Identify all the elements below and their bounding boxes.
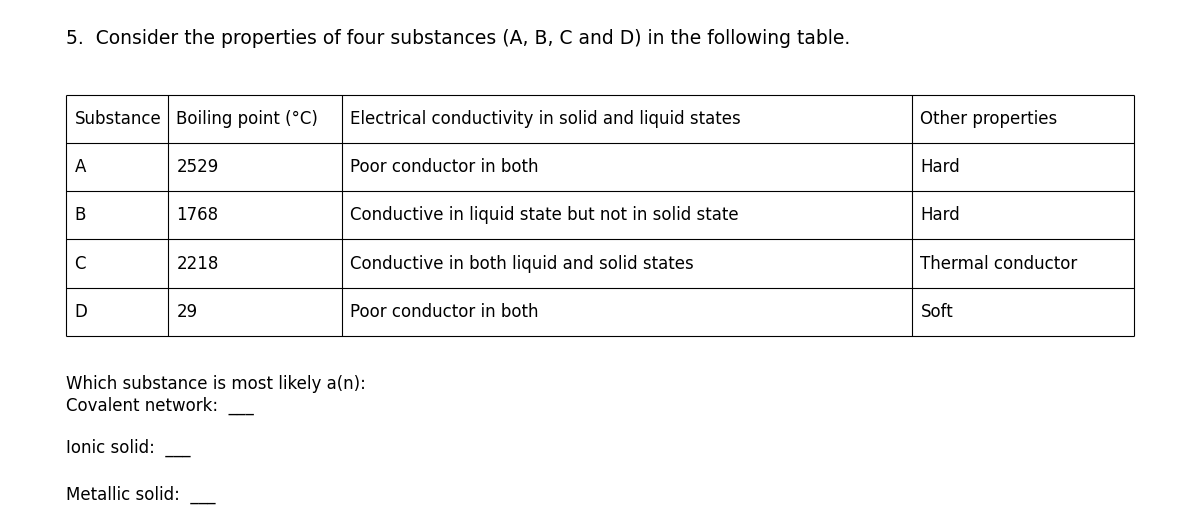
Text: Hard: Hard (920, 158, 960, 176)
Text: A: A (74, 158, 85, 176)
Text: Soft: Soft (920, 303, 953, 321)
Text: C: C (74, 255, 86, 272)
Text: Substance: Substance (74, 110, 161, 128)
Text: B: B (74, 206, 85, 224)
Text: Covalent network:  ___: Covalent network: ___ (66, 396, 253, 415)
Text: 2529: 2529 (176, 158, 218, 176)
Text: Thermal conductor: Thermal conductor (920, 255, 1078, 272)
Text: Electrical conductivity in solid and liquid states: Electrical conductivity in solid and liq… (350, 110, 742, 128)
Text: Hard: Hard (920, 206, 960, 224)
Text: 5.  Consider the properties of four substances (A, B, C and D) in the following : 5. Consider the properties of four subst… (66, 29, 851, 48)
Text: 1768: 1768 (176, 206, 218, 224)
Text: Poor conductor in both: Poor conductor in both (350, 158, 539, 176)
Text: Boiling point (°C): Boiling point (°C) (176, 110, 318, 128)
Text: Poor conductor in both: Poor conductor in both (350, 303, 539, 321)
Text: Conductive in both liquid and solid states: Conductive in both liquid and solid stat… (350, 255, 694, 272)
Text: Conductive in liquid state but not in solid state: Conductive in liquid state but not in so… (350, 206, 739, 224)
Text: Which substance is most likely a(n):: Which substance is most likely a(n): (66, 375, 366, 393)
Text: Metallic solid:  ___: Metallic solid: ___ (66, 486, 216, 504)
Text: Other properties: Other properties (920, 110, 1057, 128)
Text: Ionic solid:  ___: Ionic solid: ___ (66, 438, 191, 457)
Text: D: D (74, 303, 88, 321)
Text: 2218: 2218 (176, 255, 218, 272)
Text: 29: 29 (176, 303, 198, 321)
